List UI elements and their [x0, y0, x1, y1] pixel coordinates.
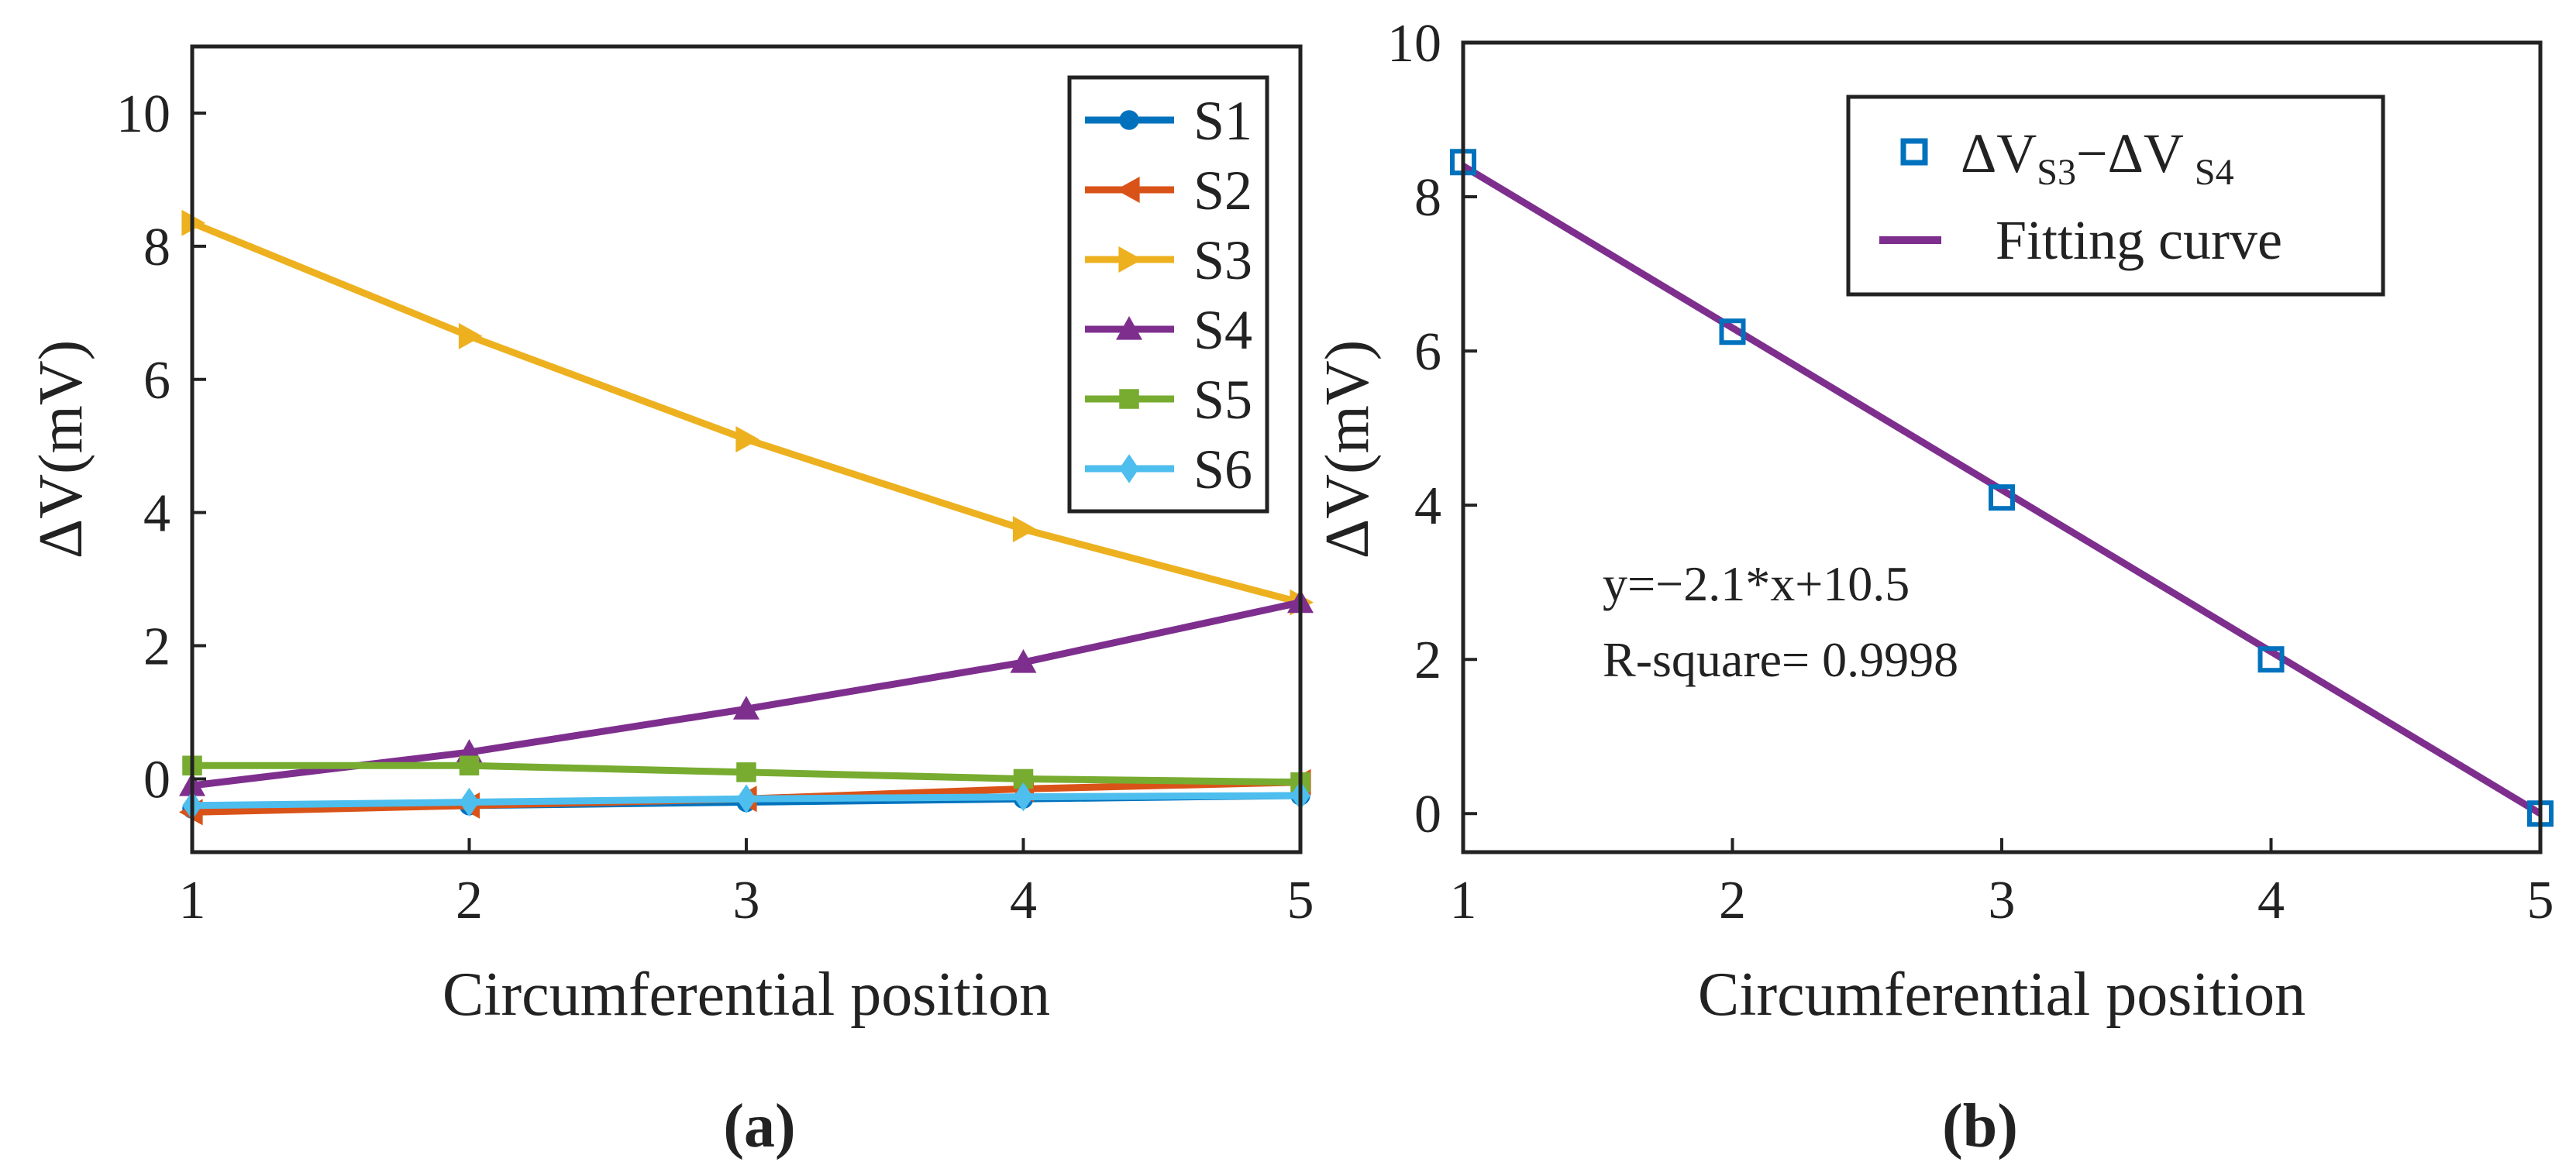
legend-label-fit-b: Fitting curve	[1996, 209, 2282, 271]
legend-entries-a: S1 S2 S3 S4 S5 S6	[1085, 90, 1252, 500]
y-tick-label-b: 6	[1414, 322, 1441, 382]
data-point-b	[2257, 646, 2285, 673]
legend-label-S1: S1	[1193, 90, 1252, 152]
legend-label-S5: S5	[1193, 369, 1252, 431]
x-tick-label-a: 5	[1287, 871, 1314, 930]
legend-label-S6: S6	[1193, 438, 1252, 500]
legend-marker-points-b	[1900, 138, 1928, 166]
legend-a: S1 S2 S3 S4 S5 S6	[1067, 75, 1269, 514]
legend-label-S3: S3	[1193, 229, 1252, 291]
fit-equation-annotation: y=−2.1*x+10.5	[1603, 556, 1910, 611]
data-point-S3	[458, 322, 483, 349]
data-point-S5	[459, 755, 480, 776]
y-axis-title-a: ΔV(mV)	[27, 340, 95, 559]
data-point-S6	[1013, 782, 1034, 812]
legend-marker-S1	[1119, 110, 1139, 130]
y-tick-label-a: 2	[143, 617, 170, 677]
legend-box-a	[1067, 75, 1269, 514]
data-point-S3	[1012, 516, 1037, 543]
y-tick-label-a: 0	[143, 750, 170, 810]
x-tick-label-a: 3	[733, 871, 760, 930]
fitting-curve-line	[1461, 163, 2543, 817]
x-axis-title-a: Circumferential position	[443, 961, 1050, 1029]
legend-marker-S5	[1119, 389, 1139, 409]
y-tick-label-a: 8	[143, 218, 170, 277]
legend-label-S4: S4	[1193, 299, 1252, 361]
x-tick-label-b: 2	[1719, 871, 1746, 930]
y-tick-label-b: 0	[1414, 785, 1441, 844]
chart-panel-b: 1 2 3 4 5 0 2 4 6 8 10 ΔVS3−ΔV S4 Fitting curve y=−…	[1314, 14, 2554, 1160]
legend-marker-S6	[1119, 454, 1139, 483]
data-point-S6	[736, 784, 756, 813]
caption-b: (b)	[1942, 1092, 2018, 1160]
legend-points-main: ΔV	[1961, 122, 2037, 184]
legend-label-points-b: ΔVS3−ΔV S4	[1961, 122, 2234, 193]
legend-marker-S3	[1118, 246, 1142, 273]
data-point-S6	[459, 787, 480, 817]
data-point-b	[1719, 318, 1746, 346]
ticks-a: 1 2 3 4 5 0 2 4 6 8 10	[116, 84, 1314, 930]
y-tick-label-b: 4	[1414, 476, 1441, 536]
legend-marker-S2	[1116, 177, 1140, 203]
legend-points-sub1: S3	[2037, 152, 2076, 193]
y-tick-label-a: 4	[143, 484, 170, 544]
series-layer-a	[179, 209, 1314, 826]
legend-box-b	[1846, 95, 2385, 297]
ticks-b: 1 2 3 4 5 0 2 4 6 8 10	[1387, 14, 2554, 930]
x-tick-label-a: 4	[1010, 871, 1037, 930]
legend-b: ΔVS3−ΔV S4 Fitting curve	[1846, 95, 2385, 297]
y-axis-title-b: ΔV(mV)	[1314, 340, 1382, 559]
data-point-S4	[733, 696, 759, 720]
data-point-b	[1989, 484, 2015, 511]
data-point-S5	[736, 762, 756, 782]
legend-label-S2: S2	[1193, 160, 1252, 222]
legend-points-dash: −ΔV	[2076, 122, 2184, 184]
legend-marker-S4	[1116, 316, 1142, 340]
legend-points-sub2: S4	[2195, 152, 2234, 193]
data-point-S4	[1010, 649, 1037, 673]
x-tick-label-a: 2	[456, 871, 483, 930]
y-tick-label-a: 10	[116, 84, 170, 144]
caption-a: (a)	[723, 1092, 795, 1160]
y-tick-label-a: 6	[143, 351, 170, 411]
chart-panel-a: 1 2 3 4 5 0 2 4 6 8 10 S1 S2 S3 S4 S5 S6 Circumferentia…	[27, 44, 1314, 1160]
x-tick-label-b: 5	[2527, 871, 2554, 930]
x-axis-title-b: Circumferential position	[1698, 961, 2306, 1029]
r-square-annotation: R-square= 0.9998	[1603, 632, 1958, 687]
x-tick-label-a: 1	[179, 871, 206, 930]
x-tick-label-b: 3	[1989, 871, 2016, 930]
y-tick-label-b: 2	[1414, 631, 1441, 690]
data-point-S3	[735, 426, 759, 453]
x-tick-label-b: 1	[1450, 871, 1477, 930]
y-tick-label-b: 8	[1414, 168, 1441, 228]
x-tick-label-b: 4	[2257, 871, 2285, 930]
y-tick-label-b: 10	[1387, 14, 1441, 74]
